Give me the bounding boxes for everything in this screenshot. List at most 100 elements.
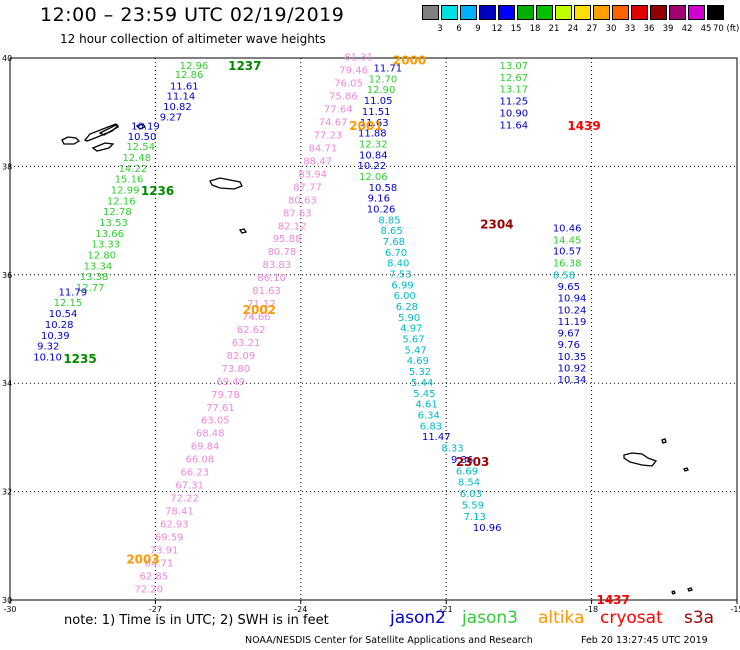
scale-label: 12 xyxy=(491,24,503,34)
scale-label: 27 xyxy=(586,24,598,34)
wave-height-label: 10.35 xyxy=(558,352,587,363)
wave-height-label: 11.05 xyxy=(364,96,393,107)
wave-height-label: 11.71 xyxy=(374,64,403,75)
wave-height-label: 80.63 xyxy=(288,195,317,206)
wave-height-label: 73.91 xyxy=(150,545,179,556)
wave-height-label: 10.39 xyxy=(41,331,70,342)
scale-swatch xyxy=(422,5,439,20)
wave-height-label: 9.16 xyxy=(368,194,390,205)
pass-id-label: 2000 xyxy=(393,54,426,68)
wave-height-label: 10.34 xyxy=(558,375,587,386)
island-outline xyxy=(238,228,248,234)
wave-height-label: 87.77 xyxy=(293,182,322,193)
wave-height-label: 5.67 xyxy=(402,335,424,346)
lat-tick-label: 30 xyxy=(2,596,12,605)
wave-height-label: 13.53 xyxy=(99,218,128,229)
wave-height-label: 12.54 xyxy=(126,142,155,153)
wave-height-label: 63.21 xyxy=(232,338,261,349)
footer-note: note: 1) Time is in UTC; 2) SWH is in fe… xyxy=(64,613,329,628)
pass-id-label: 1235 xyxy=(63,352,96,366)
wave-height-label: 11.51 xyxy=(362,107,391,118)
pass-id-label: 1236 xyxy=(141,184,174,198)
wave-height-label: 13.38 xyxy=(80,272,109,283)
scale-label: 45 xyxy=(700,24,712,34)
pass-id-label: 2303 xyxy=(456,455,489,469)
scale-label: 42 xyxy=(681,24,693,34)
lat-tick-label: 38 xyxy=(2,162,12,171)
wave-height-label: 79.46 xyxy=(339,66,368,77)
wave-height-label: 63.05 xyxy=(201,416,230,427)
wave-height-label: 5.47 xyxy=(405,345,427,356)
scale-swatch xyxy=(460,5,477,20)
wave-height-label: 13.34 xyxy=(84,261,113,272)
wave-height-label: 81.31 xyxy=(344,53,373,64)
scale-label: 3 xyxy=(437,24,443,34)
wave-height-label: 82.62 xyxy=(237,325,266,336)
wave-height-label: 87.63 xyxy=(283,208,312,219)
scale-label: 39 xyxy=(662,24,674,34)
wave-height-label: 12.90 xyxy=(367,85,396,96)
wave-height-label: 76.05 xyxy=(334,79,363,90)
wave-height-label: 12.99 xyxy=(111,186,140,197)
wave-height-label: 4.69 xyxy=(407,356,429,367)
wave-height-label: 16.38 xyxy=(553,259,582,270)
wave-height-label: 82.09 xyxy=(227,351,256,362)
wave-height-label: 8.65 xyxy=(381,226,403,237)
wave-height-label: 66.08 xyxy=(186,455,215,466)
scale-label: 6 xyxy=(456,24,462,34)
pass-id-label: 1237 xyxy=(228,59,261,73)
wave-height-label: 6.70 xyxy=(385,248,407,259)
wave-height-label: 10.94 xyxy=(558,294,587,305)
wave-height-label: 10.10 xyxy=(33,352,62,363)
wave-height-label: 6.03 xyxy=(460,489,482,500)
island-outline xyxy=(83,123,119,142)
wave-height-label: 12.78 xyxy=(103,207,132,218)
scale-label: 33 xyxy=(624,24,636,34)
wave-height-label: 15.16 xyxy=(115,175,144,186)
wave-height-label: 10.46 xyxy=(553,223,582,234)
wave-height-label: 13.33 xyxy=(91,240,120,251)
lon-tick-label: -24 xyxy=(294,605,307,614)
wave-height-label: 10.24 xyxy=(558,305,587,316)
map-frame xyxy=(9,57,738,601)
scale-label: 36 xyxy=(643,24,655,34)
wave-height-label: 62.93 xyxy=(160,519,189,530)
wave-height-label: 64.71 xyxy=(145,558,174,569)
wave-height-label: 10.84 xyxy=(359,150,388,161)
legend-item-cryosat: cryosat xyxy=(600,608,663,628)
wave-height-label: 83.83 xyxy=(262,260,291,271)
scale-label: 15 xyxy=(510,24,522,34)
wave-height-label: 12.80 xyxy=(88,251,117,262)
wave-height-label: 6.00 xyxy=(394,291,416,302)
wave-height-label: 78.41 xyxy=(165,506,194,517)
wave-height-label: 8.58 xyxy=(553,271,575,282)
wave-height-label: 9.76 xyxy=(558,340,580,351)
wave-height-label: 72.20 xyxy=(134,584,163,595)
wave-height-label: 83.94 xyxy=(298,169,327,180)
wave-height-label: 68.48 xyxy=(196,429,225,440)
lat-tick-label: 36 xyxy=(2,271,12,280)
credit-text: NOAA/NESDIS Center for Satellite Applica… xyxy=(245,635,533,646)
wave-height-label: 12.48 xyxy=(122,153,151,164)
wave-height-label: 10.57 xyxy=(553,247,582,258)
wave-height-label: 81.63 xyxy=(252,286,281,297)
pass-id-label: 2304 xyxy=(480,217,513,231)
scale-swatch xyxy=(574,5,591,20)
wave-height-label: 13.07 xyxy=(500,61,529,72)
wave-height-label: 82.12 xyxy=(278,221,307,232)
wave-height-label: 13.66 xyxy=(95,229,124,240)
wave-height-label: 8.40 xyxy=(387,259,409,270)
wave-height-label: 7.53 xyxy=(389,270,411,281)
island-outline xyxy=(98,124,120,136)
wave-height-label: 10.28 xyxy=(45,320,74,331)
legend-item-s3a: s3a xyxy=(684,608,715,628)
wave-height-label: 10.54 xyxy=(49,309,78,320)
wave-height-label: 11.14 xyxy=(167,92,196,103)
wave-height-label: 8.33 xyxy=(441,443,463,454)
wave-height-label: 9.27 xyxy=(160,112,182,123)
wave-height-label: 6.28 xyxy=(396,302,418,313)
scale-label: 70 (ft) xyxy=(713,24,740,34)
scale-label: 24 xyxy=(567,24,579,34)
wave-height-label: 77.64 xyxy=(324,105,353,116)
